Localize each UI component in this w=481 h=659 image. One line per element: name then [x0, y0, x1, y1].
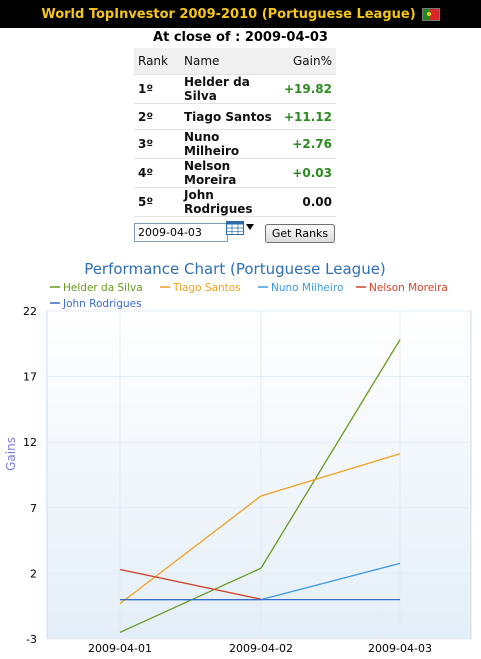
get-ranks-button[interactable]: Get Ranks — [265, 224, 335, 243]
y-tick-label: -3 — [26, 633, 37, 646]
legend-entry: John Rodrigues — [62, 298, 142, 310]
rank-cell: 5º — [134, 187, 180, 217]
table-row: 2º Tiago Santos +11.12 — [134, 103, 336, 130]
chart-gridlines — [47, 310, 471, 640]
y-tick-label: 7 — [30, 502, 37, 515]
performance-chart: Performance Chart (Portuguese League) He… — [4, 260, 472, 655]
name-cell: Tiago Santos — [180, 103, 280, 130]
y-tick-label: 22 — [23, 305, 37, 318]
gain-cell: +2.76 — [279, 129, 336, 159]
legend-entry: Nuno Milheiro — [271, 282, 343, 294]
gain-cell: +19.82 — [279, 74, 336, 104]
rank-cell: 2º — [134, 103, 180, 130]
table-row: 5º John Rodrigues 0.00 — [134, 187, 336, 217]
name-cell: John Rodrigues — [180, 187, 280, 217]
column-header-rank: Rank — [134, 48, 180, 75]
series-line — [119, 568, 262, 600]
calendar-icon[interactable] — [226, 221, 244, 235]
x-axis-ticks: 2009-04-01 2009-04-02 2009-04-03 — [88, 642, 432, 655]
x-tick-label: 2009-04-03 — [368, 642, 432, 655]
close-date-line: At close of : 2009-04-03 — [153, 30, 328, 45]
name-cell: Helder da Silva — [180, 74, 280, 104]
gain-cell: +11.12 — [279, 103, 336, 130]
table-row: 1º Helder da Silva +19.82 — [134, 74, 336, 104]
date-input[interactable] — [134, 223, 228, 242]
series-line — [119, 453, 401, 605]
name-cell: Nuno Milheiro — [180, 129, 280, 159]
y-tick-label: 12 — [23, 436, 37, 449]
app-title-bar: World TopInvestor 2009-2010 (Portuguese … — [0, 0, 481, 28]
rank-cell: 3º — [134, 129, 180, 159]
app-title: World TopInvestor 2009-2010 (Portuguese … — [41, 6, 416, 22]
legend-entry: Tiago Santos — [172, 282, 241, 294]
calendar-dropdown-arrow-icon[interactable] — [246, 224, 254, 230]
y-tick-label: 17 — [23, 371, 37, 384]
legend-entry: Helder da Silva — [63, 282, 143, 294]
ranking-table: Rank Name Gain% 1º Helder da Silva +19.8… — [134, 48, 336, 217]
x-tick-label: 2009-04-01 — [88, 642, 152, 655]
y-axis-ticks: 22 17 12 7 2 -3 — [23, 305, 37, 646]
x-tick-label: 2009-04-02 — [229, 642, 293, 655]
gain-cell: 0.00 — [279, 187, 336, 217]
series-line — [119, 339, 401, 633]
column-header-name: Name — [180, 48, 280, 75]
plot-area — [46, 310, 472, 640]
chart-legend: Helder da Silva Tiago Santos Nuno Milheiro… — [50, 282, 448, 310]
table-row: 3º Nuno Milheiro +2.76 — [134, 129, 336, 159]
portugal-flag-icon — [421, 7, 440, 21]
chart-title: Performance Chart (Portuguese League) — [84, 260, 386, 278]
gain-cell: +0.03 — [279, 158, 336, 188]
rank-cell: 1º — [134, 74, 180, 104]
column-header-gain: Gain% — [279, 48, 336, 75]
name-cell: Nelson Moreira — [180, 158, 280, 188]
rank-cell: 4º — [134, 158, 180, 188]
y-tick-label: 2 — [30, 567, 37, 580]
legend-entry: Nelson Moreira — [369, 282, 448, 294]
chart-series — [119, 339, 401, 633]
y-axis-label: Gains — [4, 437, 18, 471]
table-row: 4º Nelson Moreira +0.03 — [134, 158, 336, 188]
